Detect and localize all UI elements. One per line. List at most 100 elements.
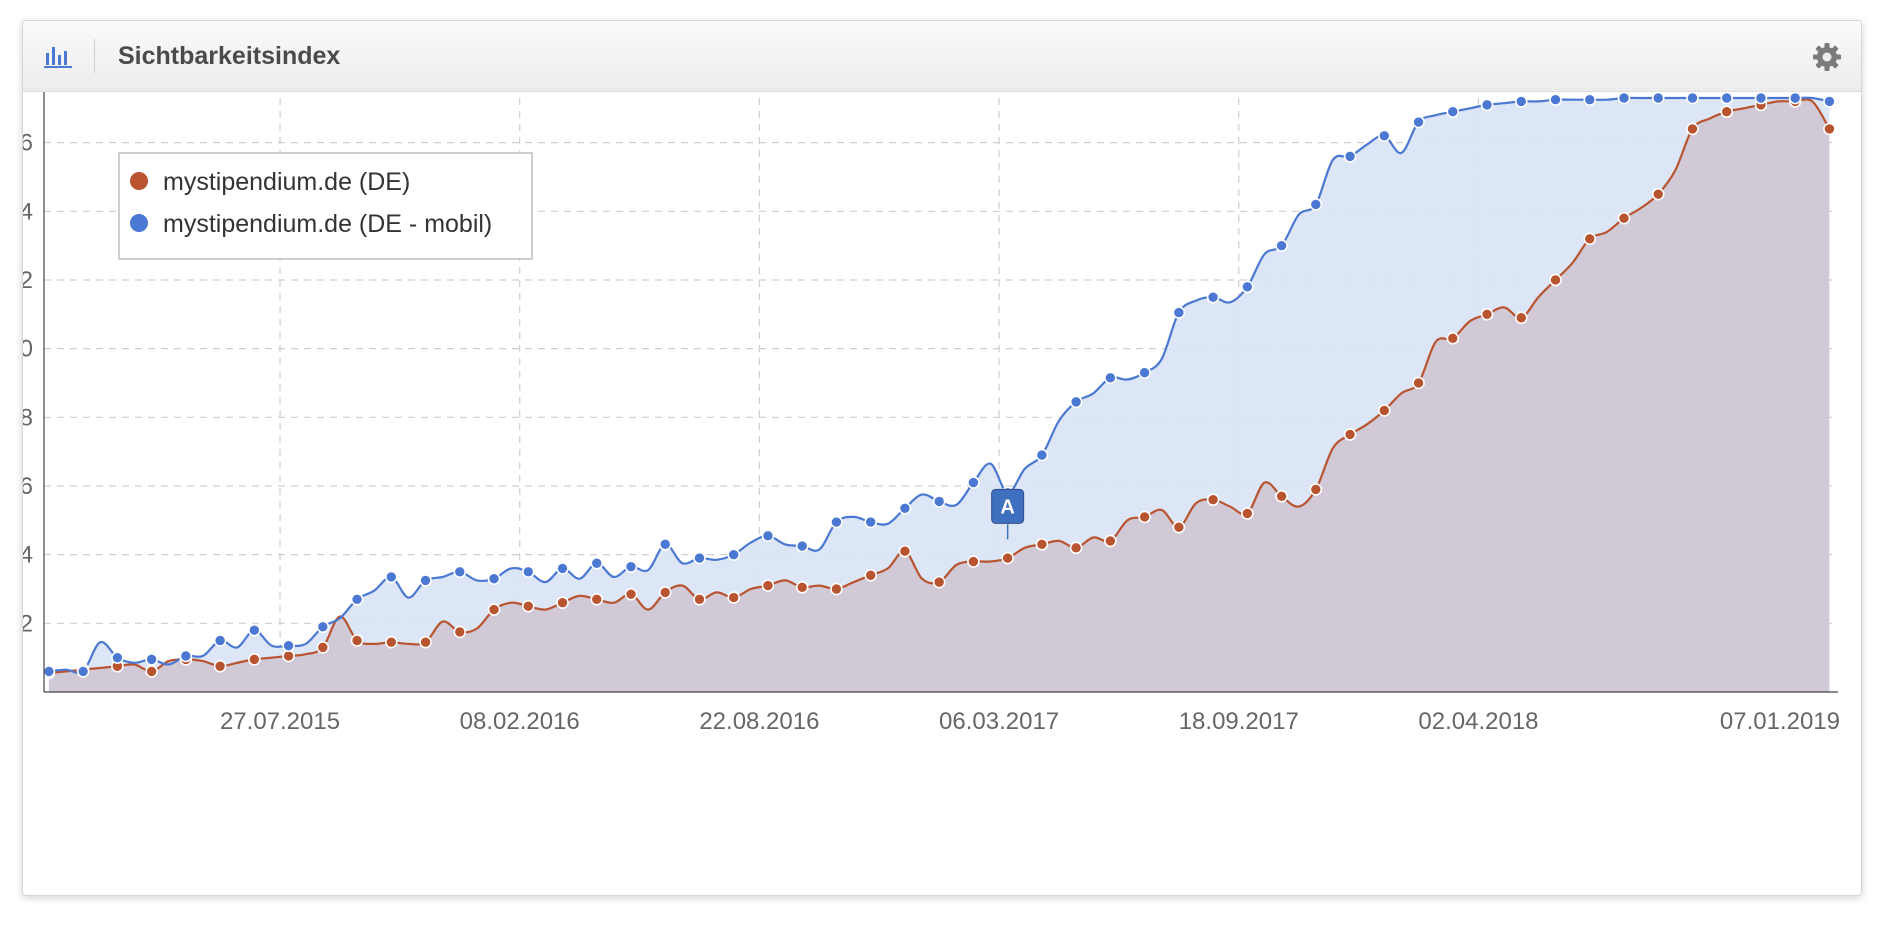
data-point (1241, 280, 1254, 294)
legend-label-mobile: mystipendium.de (DE - mobil) (163, 210, 492, 238)
y-tick-label: 12 (23, 267, 33, 294)
data-point (1035, 538, 1049, 551)
legend-box (118, 152, 533, 260)
data-point (1241, 507, 1254, 520)
data-point (830, 582, 843, 596)
data-point (179, 649, 193, 663)
data-point (898, 544, 912, 558)
data-point (316, 641, 330, 654)
y-tick-label: 2 (23, 610, 33, 637)
data-point (658, 586, 672, 599)
data-point (1104, 534, 1117, 548)
x-tick-label: 06.03.2017 (939, 708, 1059, 735)
data-point (1378, 404, 1391, 417)
panel-title: Sichtbarkeitsindex (118, 42, 341, 70)
y-tick-label: 8 (23, 404, 33, 431)
data-point (795, 539, 809, 553)
data-point (898, 502, 912, 515)
data-point (1720, 105, 1734, 119)
data-point (282, 649, 295, 663)
data-point (1617, 91, 1631, 105)
data-point (1583, 232, 1597, 246)
data-point (693, 551, 706, 565)
y-tick-label: 6 (23, 473, 33, 500)
visibility-chart: 2 4 6 8 10 12 14 16 27.07.2015 08.02.2016 22.08.20… (23, 91, 1840, 735)
mobile-points (42, 91, 1836, 678)
gear-icon[interactable] (1811, 41, 1843, 73)
data-point (1549, 93, 1562, 107)
data-point (1343, 428, 1357, 441)
data-point (213, 659, 227, 673)
data-point (761, 579, 775, 592)
y-tick-label: 16 (23, 130, 33, 157)
data-point (864, 568, 877, 582)
data-point (521, 599, 535, 613)
data-point (487, 603, 501, 616)
data-point (1514, 311, 1528, 325)
data-point (76, 665, 90, 678)
header-divider (94, 39, 95, 73)
data-point (658, 538, 672, 551)
x-tick-label: 02.04.2018 (1418, 708, 1538, 735)
y-tick-label: 10 (23, 336, 33, 363)
data-point (1275, 239, 1288, 252)
data-point (1480, 98, 1494, 112)
data-point (111, 651, 124, 664)
annotation-label: A (1000, 496, 1014, 518)
data-point (1686, 122, 1699, 136)
data-point (213, 634, 227, 647)
data-point (453, 625, 467, 639)
data-point (1788, 91, 1802, 105)
data-point (1446, 332, 1460, 345)
data-point (556, 562, 569, 575)
data-point (248, 653, 261, 666)
data-point (795, 580, 809, 594)
data-point (727, 591, 741, 604)
data-point (145, 653, 158, 666)
x-tick-label: 27.07.2015 (220, 708, 340, 735)
data-point (1172, 520, 1186, 534)
data-point (1001, 551, 1014, 565)
legend-marker-desktop (130, 172, 148, 190)
data-point (1720, 91, 1734, 105)
data-point (350, 592, 364, 606)
y-tick-label: 4 (23, 542, 33, 569)
data-point (453, 565, 467, 579)
data-point (1412, 115, 1425, 129)
x-tick-label: 22.08.2016 (699, 708, 819, 735)
desktop-points (42, 95, 1836, 680)
legend: mystipendium.de (DE) mystipendium.de (DE … (118, 152, 533, 260)
data-point (1823, 95, 1836, 108)
data-point (1069, 541, 1083, 555)
data-point (1309, 198, 1323, 211)
data-point (864, 515, 877, 529)
data-point (385, 570, 398, 584)
data-point (1138, 510, 1151, 524)
y-tick-label: 14 (23, 198, 33, 225)
data-point (1446, 105, 1460, 119)
desktop-area (48, 99, 1830, 692)
data-point (624, 587, 638, 601)
data-point (282, 639, 295, 652)
data-point (42, 665, 56, 678)
data-point (145, 665, 158, 678)
visibility-index-panel: Sichtbarkeitsindex 2 4 6 8 10 12 14 16 27.07.201… (22, 20, 1862, 896)
data-point (419, 635, 432, 649)
data-point (1480, 308, 1494, 321)
data-point (1549, 273, 1562, 287)
data-point (932, 575, 946, 589)
data-point (1069, 395, 1083, 409)
bar-chart-icon (44, 47, 72, 68)
data-point (385, 635, 398, 649)
data-point (1309, 483, 1323, 496)
data-point (967, 555, 980, 568)
data-point (590, 556, 604, 570)
data-point (350, 634, 364, 647)
data-point (1412, 376, 1425, 390)
data-point (727, 548, 741, 561)
data-point (1651, 91, 1665, 105)
data-point (761, 529, 775, 543)
data-point (521, 565, 535, 579)
data-point (624, 560, 638, 573)
data-point (1206, 493, 1220, 507)
